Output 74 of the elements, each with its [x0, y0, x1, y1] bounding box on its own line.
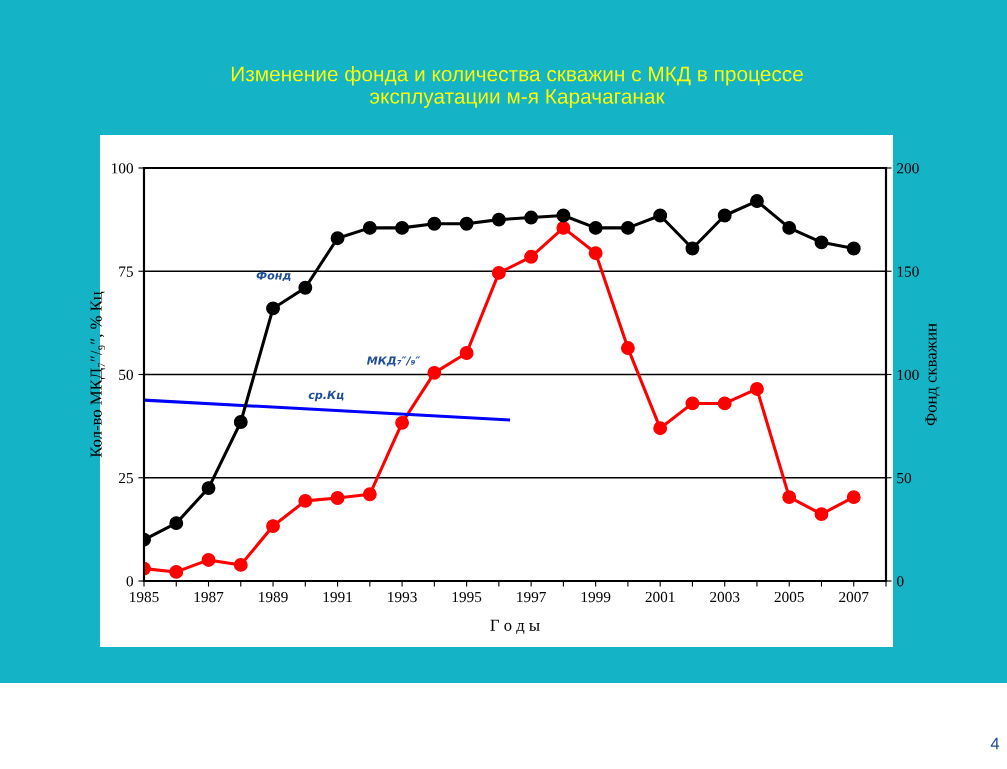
- x-tick-label: 1989: [259, 591, 288, 603]
- point: [685, 241, 700, 256]
- point: [491, 265, 506, 280]
- point: [524, 249, 539, 264]
- x-tick-label: 1997: [517, 591, 546, 603]
- point: [782, 220, 797, 235]
- point: [233, 557, 248, 572]
- point: [685, 396, 700, 411]
- point: [330, 231, 345, 246]
- point: [362, 487, 377, 502]
- chart-title: Изменение фонда и количества скважин с МКД в процессе эксплуатации м-я Карачаганак: [231, 66, 803, 108]
- y-tick-label: 75: [119, 266, 133, 277]
- point: [298, 493, 313, 508]
- point: [653, 208, 668, 223]
- y2-tick-label: 50: [897, 472, 912, 484]
- point: [459, 216, 474, 231]
- point: [201, 552, 216, 567]
- y-tick-label: 25: [118, 472, 133, 484]
- point: [846, 490, 861, 505]
- point: [750, 382, 764, 396]
- point: [717, 396, 732, 411]
- point: [846, 241, 861, 256]
- point: [620, 341, 635, 356]
- series-label: Фонд: [256, 271, 291, 281]
- point: [266, 519, 280, 534]
- point: [298, 280, 313, 295]
- x-tick-label: 2005: [774, 591, 804, 603]
- x-axis-title: Г о д ы: [490, 619, 540, 634]
- point: [169, 516, 184, 531]
- x-tick-label: 2007: [839, 591, 869, 603]
- series-label: МКД₇″/₉″: [366, 356, 421, 367]
- x-tick-label: 2001: [645, 591, 675, 603]
- point: [556, 220, 571, 235]
- x-tick-label: 1993: [388, 591, 417, 603]
- y2-axis-title: Фонд скважин: [925, 323, 940, 426]
- x-tick-label: 1987: [194, 591, 224, 603]
- x-tick-label: 2003: [710, 591, 740, 603]
- x-tick-label: 1999: [581, 591, 611, 603]
- point: [556, 208, 571, 223]
- point: [814, 235, 829, 250]
- y-tick-label: 50: [119, 369, 133, 380]
- y2-tick-label: 150: [897, 266, 919, 277]
- point: [233, 415, 248, 429]
- point: [459, 346, 474, 360]
- point: [491, 212, 506, 227]
- y2-tick-label: 100: [897, 369, 919, 380]
- point: [782, 490, 797, 505]
- point: [588, 220, 603, 235]
- y-axis-title: Кол-во МКД₇″/₉″, % Кц: [90, 291, 106, 458]
- point: [814, 507, 829, 522]
- point: [395, 415, 410, 430]
- point: [588, 246, 603, 261]
- y-tick-label: 100: [112, 163, 133, 174]
- point: [620, 220, 635, 235]
- y-tick-label: 0: [126, 576, 133, 587]
- x-tick-label: 1991: [323, 591, 352, 603]
- point: [717, 208, 732, 223]
- point: [750, 194, 764, 208]
- text: 4: [990, 737, 1000, 750]
- x-tick-label: 1995: [452, 591, 482, 603]
- point: [169, 564, 184, 579]
- point: [362, 220, 377, 235]
- y2-tick-label: 0: [897, 576, 904, 587]
- point: [201, 481, 216, 496]
- x-tick-label: 1985: [130, 591, 159, 603]
- y2-tick-label: 200: [897, 163, 919, 174]
- point: [395, 220, 410, 235]
- point: [653, 421, 668, 436]
- point: [330, 491, 345, 505]
- point: [524, 210, 539, 225]
- series-label: ср.Кц: [308, 390, 344, 402]
- point: [266, 301, 280, 316]
- point: [427, 365, 442, 380]
- point: [427, 216, 442, 231]
